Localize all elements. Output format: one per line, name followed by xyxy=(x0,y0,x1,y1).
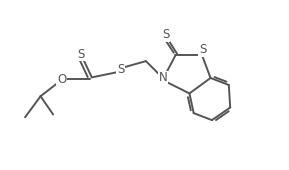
Text: S: S xyxy=(117,63,124,76)
Text: S: S xyxy=(77,48,85,61)
Text: O: O xyxy=(57,73,66,86)
Text: S: S xyxy=(199,43,206,56)
Text: N: N xyxy=(158,71,167,84)
Text: S: S xyxy=(162,28,169,41)
